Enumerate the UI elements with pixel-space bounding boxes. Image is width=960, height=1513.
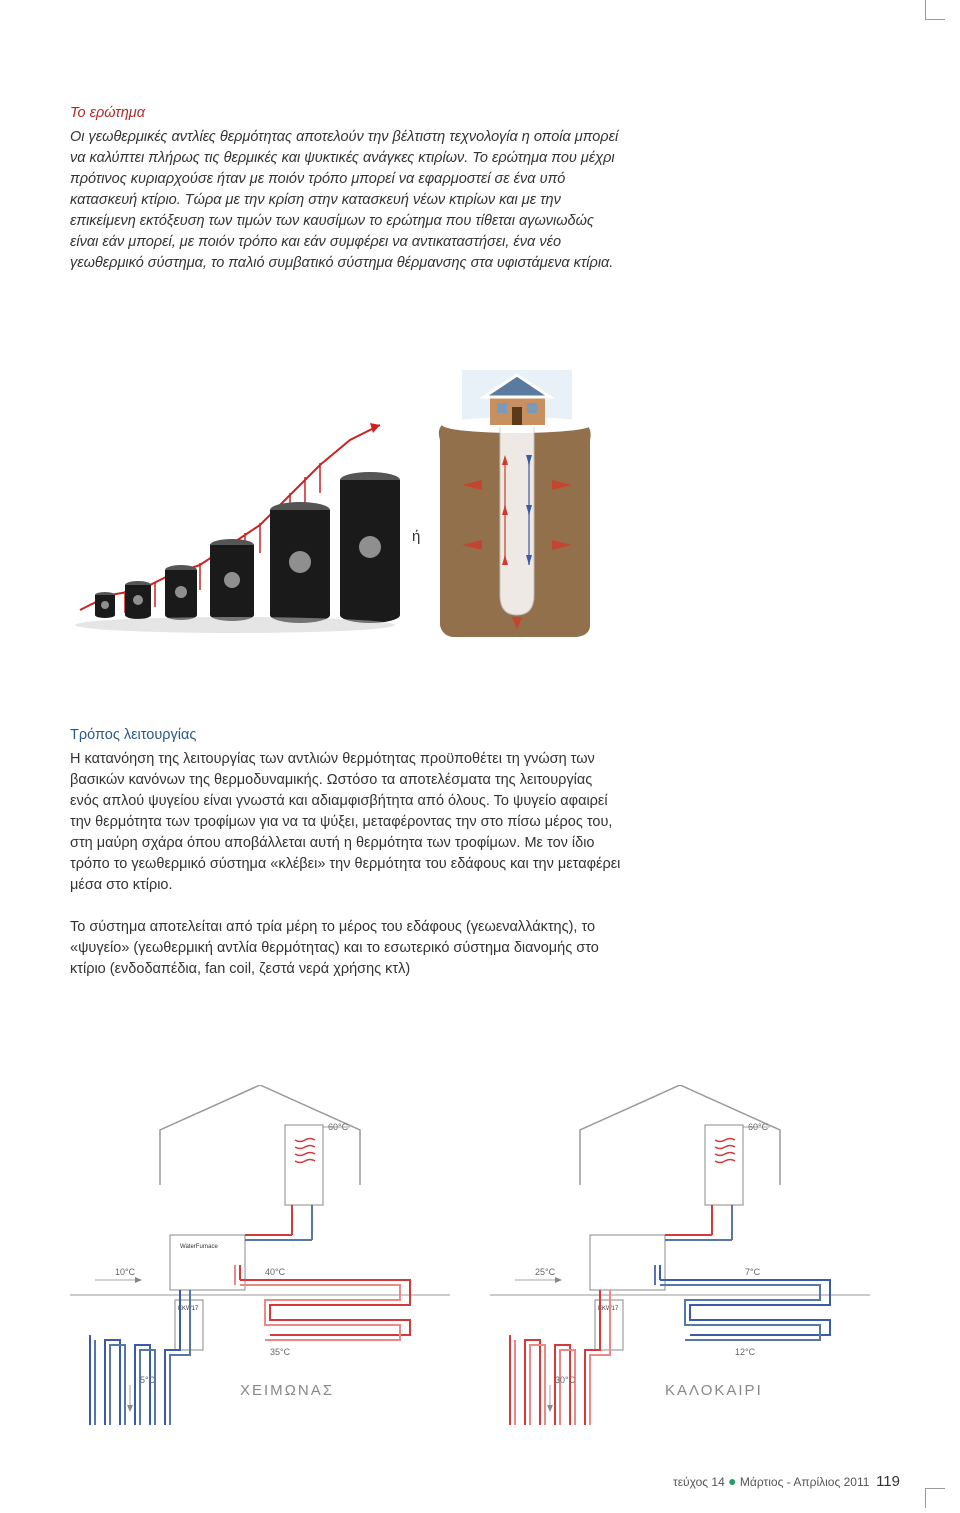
unit-label-top: WaterFurnace (180, 1244, 218, 1250)
unit-label-side: EKW17 (178, 1306, 199, 1312)
section1-heading: Το ερώτημα (70, 103, 625, 125)
temp-right-s: 12°C (735, 1347, 756, 1357)
geothermal-house-illustration (432, 365, 597, 640)
section2-heading: Τρόπος λειτουργίας (70, 725, 625, 747)
crop-mark-tr (925, 0, 945, 20)
section2-body2: Το σύστημα αποτελείται από τρία μέρη το … (70, 917, 625, 980)
temp-right: 35°C (270, 1347, 291, 1357)
footer-date: Μάρτιος - Απρίλιος 2011 (740, 1475, 870, 1489)
images-row: ή (70, 390, 597, 665)
summer-diagram: EKW17 60°C 7°C 12°C (490, 1085, 870, 1425)
temp-left-s: 25°C (535, 1267, 556, 1277)
winter-diagram: WaterFurnace EKW17 60°C (70, 1085, 450, 1425)
section-2: Τρόπος λειτουργίας Η κατανόηση της λειτο… (70, 725, 625, 980)
diagrams-row: WaterFurnace EKW17 60°C (70, 1085, 870, 1425)
temp-left: 10°C (115, 1267, 136, 1277)
footer-dot: ● (728, 1473, 736, 1489)
image-separator: ή (412, 526, 420, 549)
footer-issue: τεύχος 14 (673, 1475, 725, 1489)
unit-label-side-s: EKW17 (598, 1306, 619, 1312)
section-1: Το ερώτημα Οι γεωθερμικές αντλίες θερμότ… (70, 103, 625, 274)
summer-label: ΚΑΛΟΚΑΙΡΙ (665, 1382, 763, 1399)
oil-price-chart (70, 415, 400, 640)
crop-mark-br (925, 1488, 945, 1508)
page-footer: τεύχος 14 ● Μάρτιος - Απρίλιος 2011 119 (673, 1471, 900, 1494)
footer-page: 119 (876, 1473, 900, 1490)
section2-body1: Η κατανόηση της λειτουργίας των αντλιών … (70, 749, 625, 896)
temp-ground: 5°C (140, 1375, 156, 1385)
temp-mid-s: 7°C (745, 1267, 761, 1277)
temp-ground-s: 30°C (555, 1375, 576, 1385)
temp-mid: 40°C (265, 1267, 286, 1277)
winter-label: ΧΕΙΜΩΝΑΣ (240, 1382, 334, 1399)
section1-body: Οι γεωθερμικές αντλίες θερμότητας αποτελ… (70, 127, 625, 274)
